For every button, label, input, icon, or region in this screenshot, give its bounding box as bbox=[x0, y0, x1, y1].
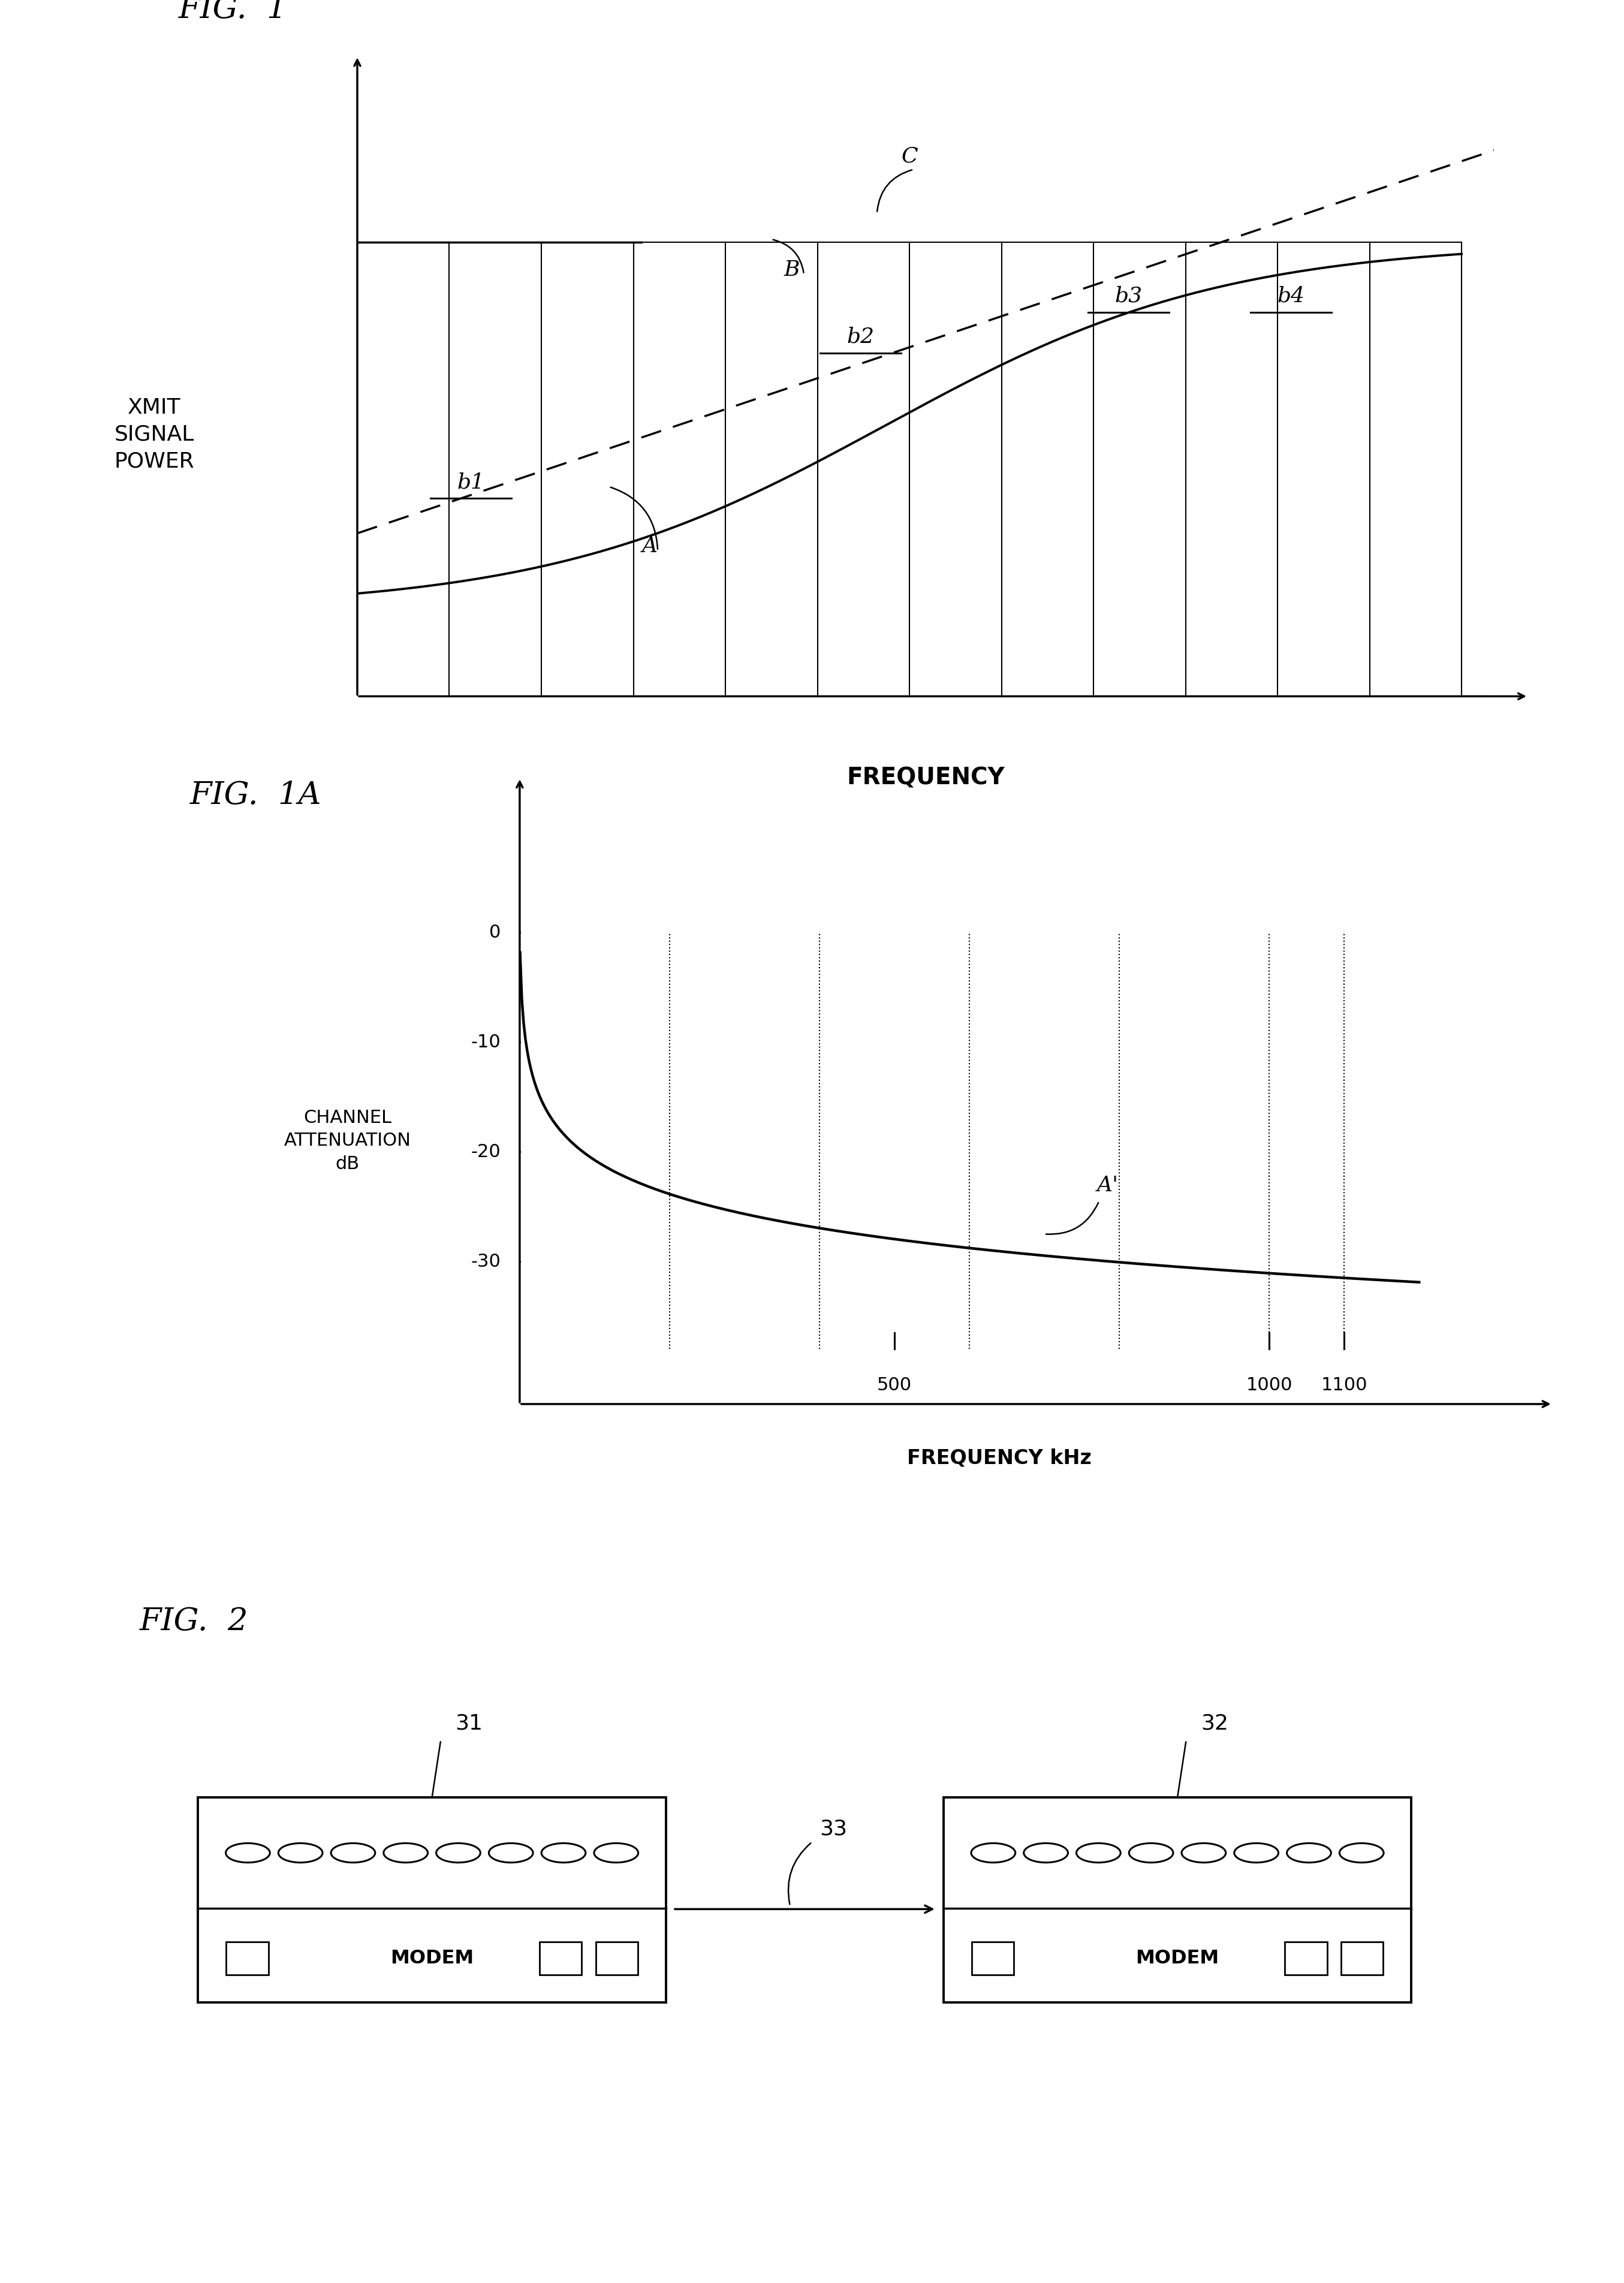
Bar bbox=[971, 1943, 1013, 1975]
Text: MODEM: MODEM bbox=[390, 1950, 474, 1968]
Text: 31: 31 bbox=[455, 1712, 482, 1733]
Circle shape bbox=[278, 1842, 323, 1863]
Text: C: C bbox=[901, 146, 918, 167]
Text: 1100: 1100 bbox=[1320, 1377, 1367, 1395]
Text: FIG.  1: FIG. 1 bbox=[179, 0, 287, 25]
Text: b4: b4 bbox=[1276, 285, 1306, 306]
Text: 1000: 1000 bbox=[1246, 1377, 1293, 1395]
Bar bbox=[226, 1943, 268, 1975]
Circle shape bbox=[437, 1842, 481, 1863]
Text: A: A bbox=[641, 537, 658, 557]
Circle shape bbox=[1182, 1842, 1226, 1863]
Text: FREQUENCY kHz: FREQUENCY kHz bbox=[908, 1447, 1091, 1468]
Text: -10: -10 bbox=[471, 1034, 500, 1050]
Text: B: B bbox=[784, 260, 799, 281]
Circle shape bbox=[1234, 1842, 1278, 1863]
Text: MODEM: MODEM bbox=[1135, 1950, 1220, 1968]
Text: -30: -30 bbox=[471, 1253, 500, 1269]
Bar bbox=[539, 1943, 581, 1975]
Circle shape bbox=[1023, 1842, 1069, 1863]
Circle shape bbox=[971, 1842, 1015, 1863]
Circle shape bbox=[1077, 1842, 1121, 1863]
Text: b2: b2 bbox=[846, 326, 875, 347]
Circle shape bbox=[383, 1842, 427, 1863]
Text: A': A' bbox=[1096, 1176, 1119, 1196]
Text: 33: 33 bbox=[820, 1820, 846, 1838]
Text: 500: 500 bbox=[877, 1377, 911, 1395]
Bar bbox=[944, 1797, 1411, 2002]
Bar bbox=[596, 1943, 638, 1975]
Circle shape bbox=[489, 1842, 533, 1863]
Text: CHANNEL
ATTENUATION
dB: CHANNEL ATTENUATION dB bbox=[284, 1110, 411, 1173]
Bar bbox=[1341, 1943, 1384, 1975]
Text: 0: 0 bbox=[489, 925, 500, 941]
Circle shape bbox=[1340, 1842, 1384, 1863]
Text: FREQUENCY: FREQUENCY bbox=[846, 767, 1005, 790]
Text: FIG.  1A: FIG. 1A bbox=[190, 781, 322, 810]
Circle shape bbox=[331, 1842, 375, 1863]
Text: FIG.  2: FIG. 2 bbox=[140, 1605, 248, 1637]
Bar bbox=[1285, 1943, 1327, 1975]
Text: XMIT
SIGNAL
POWER: XMIT SIGNAL POWER bbox=[114, 397, 195, 470]
Text: 32: 32 bbox=[1200, 1712, 1228, 1733]
Circle shape bbox=[1286, 1842, 1332, 1863]
Circle shape bbox=[541, 1842, 586, 1863]
Circle shape bbox=[226, 1842, 270, 1863]
Bar bbox=[198, 1797, 666, 2002]
Circle shape bbox=[1129, 1842, 1173, 1863]
Text: b3: b3 bbox=[1114, 285, 1143, 306]
Text: b1: b1 bbox=[456, 473, 486, 493]
Text: -20: -20 bbox=[471, 1144, 500, 1160]
Circle shape bbox=[594, 1842, 638, 1863]
